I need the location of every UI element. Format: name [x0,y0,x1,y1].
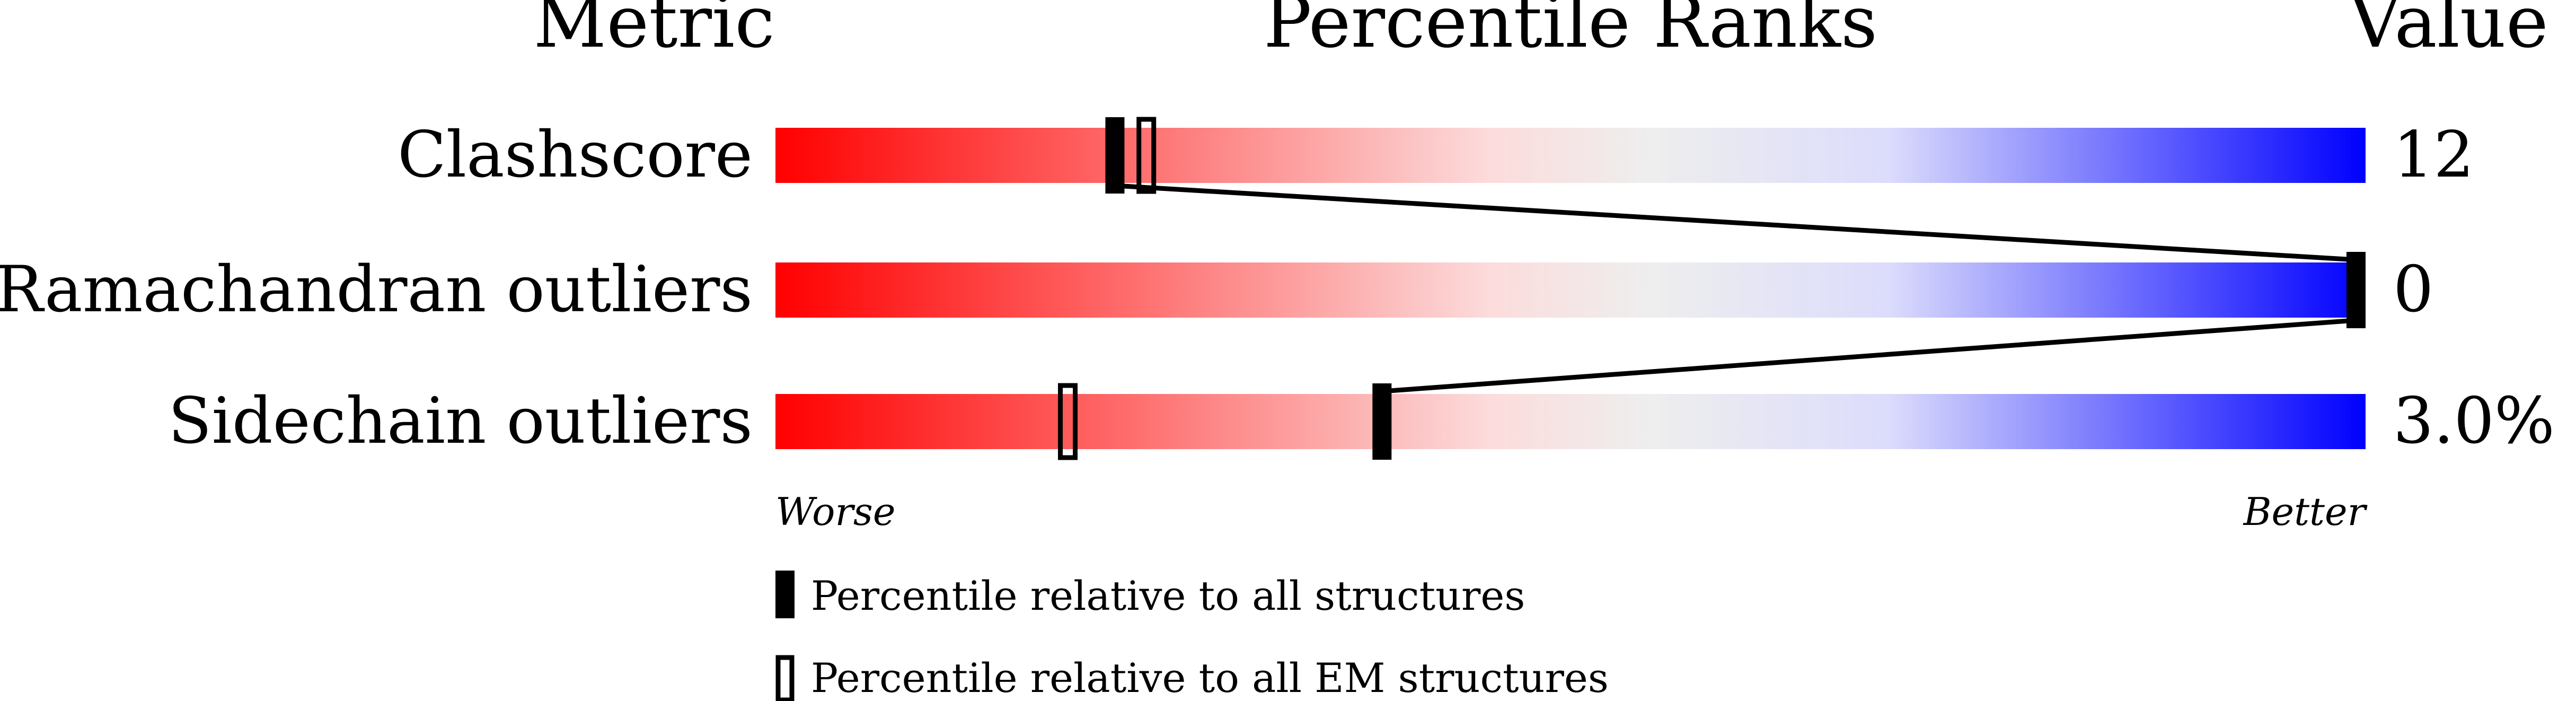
metric-value: 12 [2393,118,2474,192]
header-metric: Metric [533,0,775,64]
metric-value: 3.0% [2393,384,2555,458]
percentile-bar [775,128,2366,183]
all-percentile-marker [1372,383,1392,460]
em-percentile-marker [1058,383,1078,460]
percentile-bar [775,394,2366,449]
connector-line [1115,183,2357,262]
percentile-bar [775,262,2366,318]
header-percentile-ranks: Percentile Ranks [1264,0,1877,64]
metric-label: Clashscore [398,118,753,192]
better-label: Better [2243,489,2368,534]
connector-line [1381,318,2357,394]
legend-all-label: Percentile relative to all structures [811,572,1525,619]
legend-filled-marker [775,571,795,618]
metric-label: Sidechain outliers [168,384,753,458]
metric-label: Ramachandran outliers [0,253,753,327]
all-percentile-marker [1105,117,1125,194]
legend-em-label: Percentile relative to all EM structures [811,654,1609,701]
em-percentile-marker [1136,117,1157,194]
all-percentile-marker [2346,252,2366,328]
worse-label: Worse [775,489,895,534]
legend-open-marker [775,655,795,701]
metric-value: 0 [2393,253,2433,327]
header-value: Value [2348,0,2548,64]
